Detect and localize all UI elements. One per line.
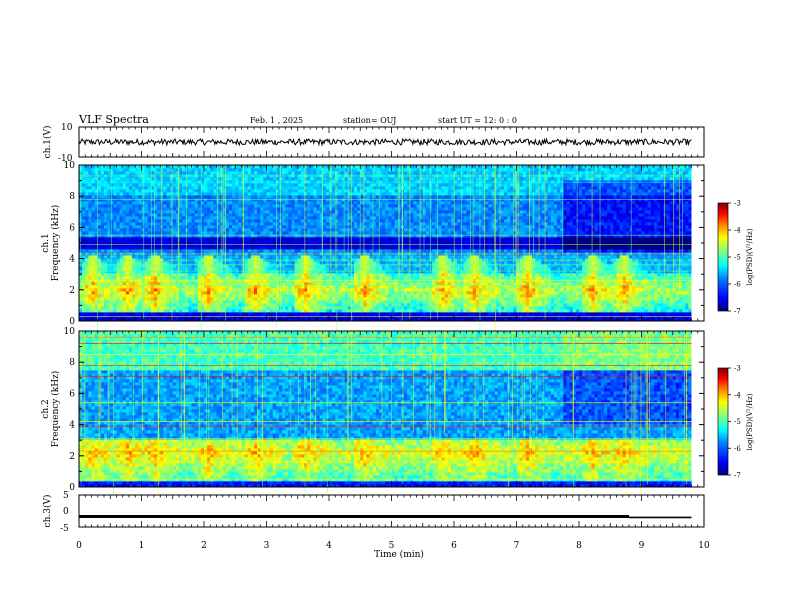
x-tick-label-10: 10: [698, 541, 710, 551]
ch2-spectrogram-ylabel-line2: Frequency (kHz): [50, 371, 61, 448]
x-tick-label-4: 4: [326, 541, 332, 551]
ch3-ytick-top: 5: [63, 491, 69, 501]
ch2-colorbar-gradient: [717, 367, 729, 476]
x-axis-label: Time (min): [374, 549, 424, 560]
ch2-colorbar: -3 -4 -5 -6 -7 log(PSD)(V²/Hz): [717, 365, 754, 480]
station-label: station= OUJ: [343, 116, 396, 125]
ch1-colorbar-tick--6: -6: [734, 281, 741, 289]
date-label: Feb. 1 , 2025: [250, 116, 303, 125]
ch2-colorbar-tick--3: -3: [734, 365, 741, 373]
ch3-waveform-ylabel: ch.3(V): [42, 495, 53, 528]
ch1-spectrogram-ytick-4: 4: [69, 255, 75, 265]
start-ut-label: start UT = 12: 0 : 0: [438, 116, 517, 125]
ch2-spectrogram-ytick-10: 10: [64, 327, 76, 337]
ch1-spectrogram-ytick-0: 0: [69, 317, 75, 327]
ch2-spectrogram-ytick-0: 0: [69, 483, 75, 493]
ch1-colorbar: -3 -4 -5 -6 -7 log(PSD)(V²/Hz): [717, 200, 754, 316]
ch2-colorbar-label: log(PSD)(V²/Hz): [746, 393, 754, 450]
ch1-colorbar-tick--7: -7: [734, 308, 741, 316]
ch1-spectrogram-panel: 0 2 4 6 8 10 ch.1 Frequency (kHz): [41, 161, 705, 335]
ch2-spectrogram-ytick-8: 8: [69, 358, 75, 368]
ch3-ytick-bottom: -5: [60, 524, 69, 534]
ch2-spectrogram-image: [79, 331, 704, 502]
x-tick-label-9: 9: [639, 541, 645, 551]
ch2-spectrogram-ytick-2: 2: [69, 452, 75, 462]
ch1-spectrogram-ylabel-line2: Frequency (kHz): [50, 205, 61, 282]
x-tick-label-0: 0: [76, 541, 82, 551]
ch2-colorbar-tick--6: -6: [734, 445, 741, 453]
ch1-colorbar-tick--5: -5: [734, 254, 741, 262]
ch1-spectrogram-ylabel-line1: ch.1: [41, 233, 51, 252]
ch2-spectrogram-ytick-4: 4: [69, 421, 75, 431]
ch1-spectrogram-ytick-10: 10: [64, 161, 76, 171]
ch1-ytick-bottom: -10: [58, 154, 73, 164]
ch1-spectrogram-ytick-2: 2: [69, 286, 75, 296]
x-tick-label-7: 7: [514, 541, 520, 551]
x-tick-label-5: 5: [389, 541, 395, 551]
ch1-waveform-ylabel: ch.1(V): [42, 126, 53, 159]
ch1-spectrogram-image: [79, 165, 704, 335]
ch1-colorbar-tick--3: -3: [734, 200, 741, 208]
x-tick-label-3: 3: [264, 541, 270, 551]
ch1-colorbar-gradient: [717, 202, 729, 312]
ch1-ytick-top: 10: [61, 123, 73, 133]
ch1-colorbar-label: log(PSD)(V²/Hz): [746, 228, 754, 285]
ch1-spectrogram-ytick-6: 6: [69, 223, 75, 233]
figure-title: VLF Spectra: [78, 113, 149, 126]
ch1-waveform-trace: [78, 137, 692, 147]
ch2-spectrogram-ytick-6: 6: [69, 389, 75, 399]
x-tick-label-2: 2: [201, 541, 207, 551]
ch2-colorbar-tick--7: -7: [734, 472, 741, 480]
ch2-colorbar-tick--5: -5: [734, 418, 741, 426]
ch1-colorbar-tick--4: -4: [734, 227, 741, 235]
ch2-spectrogram-panel: 0 2 4 6 8 10 ch.2 Frequency (kHz): [41, 327, 705, 502]
ch2-spectrogram-ylabel-line1: ch.2: [41, 399, 51, 418]
x-tick-label-1: 1: [139, 541, 145, 551]
x-tick-label-6: 6: [451, 541, 457, 551]
ch3-ytick-mid: 0: [63, 507, 69, 517]
ch2-colorbar-tick--4: -4: [734, 391, 741, 399]
x-tick-label-8: 8: [576, 541, 582, 551]
ch1-spectrogram-ytick-8: 8: [69, 192, 75, 202]
